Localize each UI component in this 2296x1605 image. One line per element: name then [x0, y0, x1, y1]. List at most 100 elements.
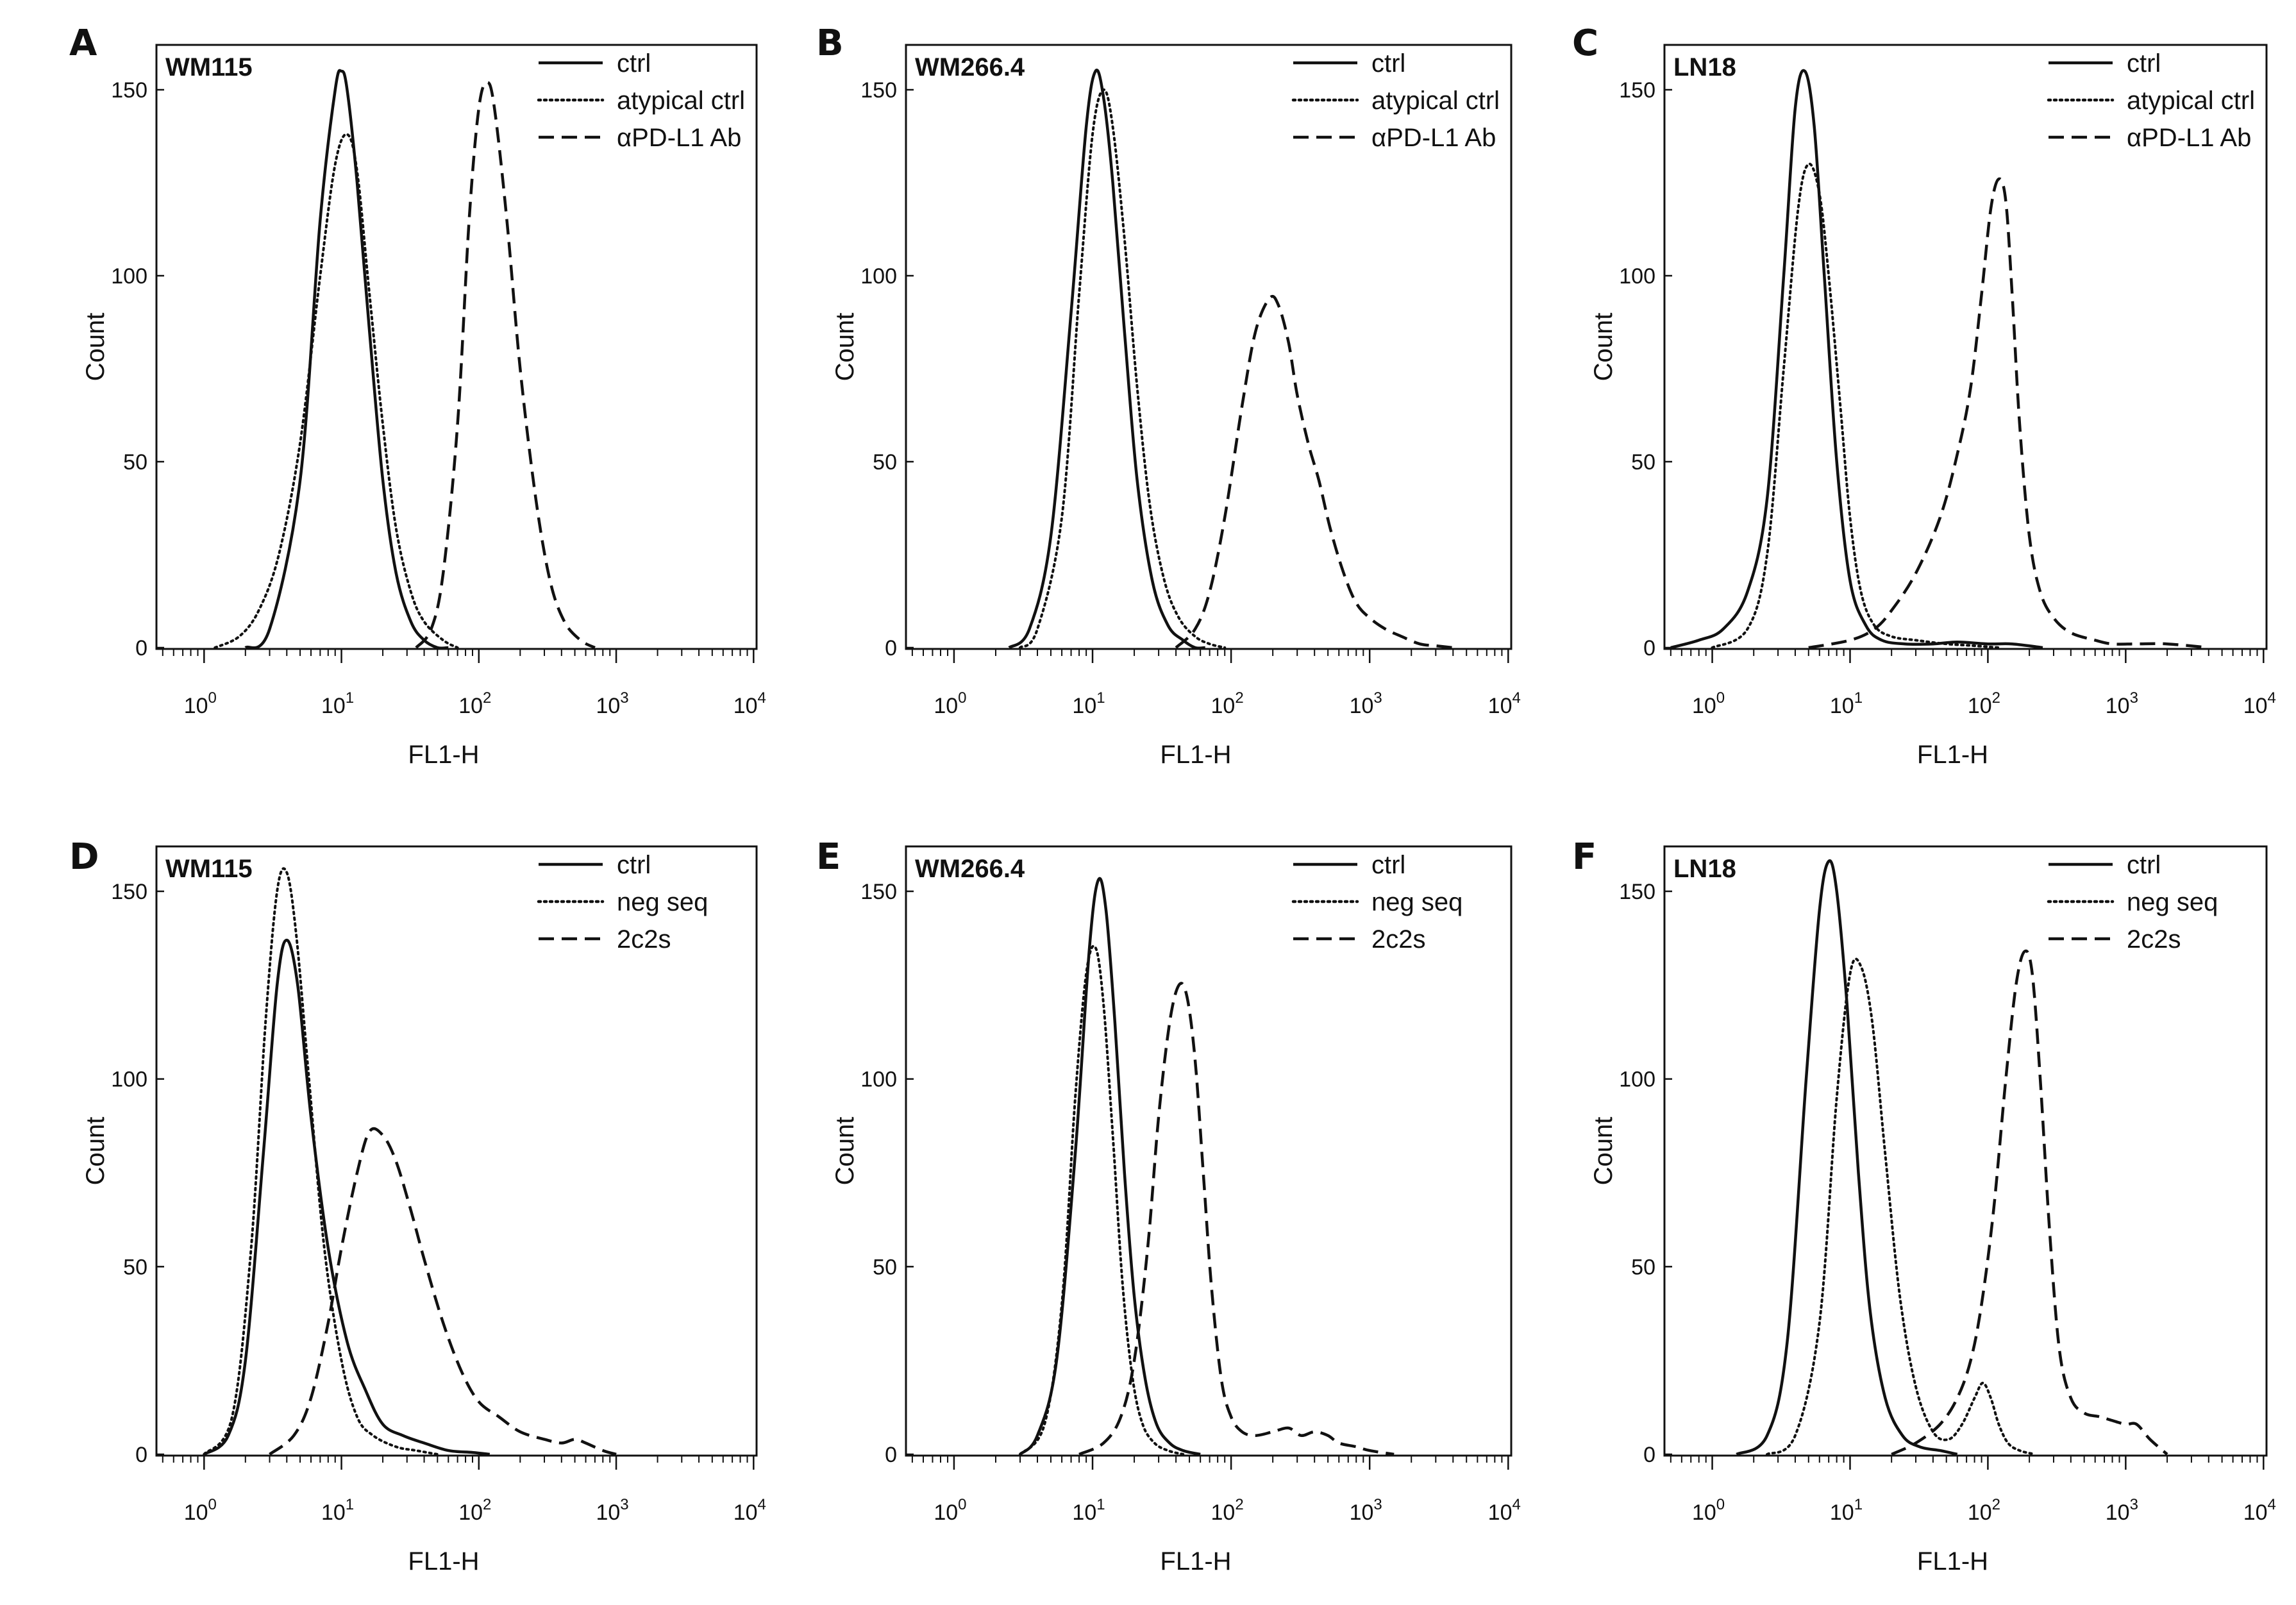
x-tick-label: 103 — [596, 1496, 628, 1525]
y-tick-label: 100 — [1619, 264, 1655, 289]
y-tick-label: 50 — [1631, 450, 1655, 475]
panel-f: F LN18 0 50 100 150 100 101 102 103 104 FL1-H Count c… — [1572, 836, 2276, 1576]
y-axis-label: Count — [831, 1117, 859, 1186]
series-line-2c2s — [1891, 949, 2168, 1456]
y-axis-label: Count — [1589, 313, 1618, 382]
legend-label: ctrl — [2127, 49, 2161, 78]
x-tick-label: 103 — [2106, 689, 2138, 718]
x-axis-label: FL1-H — [1160, 1547, 1231, 1576]
series-line--pd-l1-ab — [415, 81, 596, 650]
series-line-ctrl — [1019, 877, 1201, 1456]
x-tick-label: 104 — [733, 689, 766, 718]
legend-label: atypical ctrl — [2127, 87, 2255, 115]
series-line-ctrl — [1008, 69, 1205, 650]
x-tick-label: 102 — [458, 1496, 491, 1525]
x-tick-label: 101 — [1072, 1496, 1105, 1525]
y-axis-label: Count — [831, 313, 859, 382]
x-tick-label: 101 — [1830, 1496, 1863, 1525]
plot-frame — [905, 44, 1513, 650]
y-tick-label: 150 — [1619, 880, 1655, 904]
series-line-neg-seq — [1766, 957, 2036, 1456]
plot-frame — [155, 845, 758, 1457]
x-tick-label: 100 — [184, 1496, 217, 1525]
y-tick-label: 0 — [885, 636, 897, 660]
x-axis-label: FL1-H — [408, 1547, 479, 1576]
cell-line-label: LN18 — [1673, 855, 1736, 883]
panel-letter: E — [816, 836, 841, 878]
y-tick-label: 150 — [860, 78, 897, 103]
y-tick-label: 0 — [1643, 1443, 1655, 1467]
y-tick-label: 150 — [860, 880, 897, 904]
x-tick-label: 100 — [1692, 1496, 1725, 1525]
legend-label: ctrl — [1371, 851, 1405, 879]
x-tick-label: 100 — [1692, 689, 1725, 718]
x-tick-label: 100 — [184, 689, 217, 718]
series-line-ctrl — [244, 69, 449, 650]
y-tick-label: 100 — [111, 1068, 147, 1092]
legend-label: neg seq — [2127, 888, 2218, 916]
x-tick-label: 104 — [733, 1496, 766, 1525]
legend-label: αPD-L1 Ab — [617, 124, 741, 152]
cell-line-label: WM266.4 — [915, 53, 1025, 81]
plot-frame — [905, 845, 1513, 1457]
y-tick-label: 150 — [111, 78, 147, 103]
cell-line-label: LN18 — [1673, 53, 1736, 81]
panel-letter: C — [1572, 22, 1598, 64]
panel-d: D WM115 0 50 100 150 100 101 102 103 104 FL1-H Count… — [69, 836, 766, 1576]
series-line-ctrl — [203, 938, 490, 1456]
legend-label: αPD-L1 Ab — [2127, 124, 2251, 152]
y-tick-label: 50 — [1631, 1255, 1655, 1279]
x-tick-label: 100 — [934, 1496, 966, 1525]
x-tick-label: 104 — [2243, 689, 2276, 718]
y-tick-label: 0 — [135, 636, 147, 660]
series-line-ctrl — [1736, 859, 1958, 1456]
series-line-neg-seq — [1019, 945, 1185, 1456]
x-tick-label: 102 — [1211, 689, 1244, 718]
x-axis-label: FL1-H — [1917, 1547, 1988, 1576]
x-tick-label: 104 — [1488, 689, 1521, 718]
x-tick-label: 101 — [321, 1496, 354, 1525]
y-tick-label: 0 — [1643, 636, 1655, 660]
x-tick-label: 101 — [321, 689, 354, 718]
legend-label: ctrl — [1371, 49, 1405, 78]
x-tick-label: 102 — [1968, 689, 2000, 718]
panel-letter: F — [1572, 836, 1596, 878]
y-tick-label: 0 — [885, 1443, 897, 1467]
y-tick-label: 50 — [123, 1255, 147, 1279]
legend-label: ctrl — [617, 851, 651, 879]
cell-line-label: WM115 — [165, 855, 253, 883]
legend-label: atypical ctrl — [617, 87, 745, 115]
legend-label: neg seq — [617, 888, 708, 916]
y-tick-label: 50 — [873, 1255, 897, 1279]
panel-a: A WM115 0 50 100 150 100 101 102 103 104 FL1-H Count… — [69, 22, 766, 769]
legend-label: αPD-L1 Ab — [1371, 124, 1496, 152]
panel-b: B WM266.4 0 50 100 150 100 101 102 103 104 FL1-H Cou… — [816, 22, 1521, 769]
x-tick-label: 103 — [2106, 1496, 2138, 1525]
legend-label: atypical ctrl — [1371, 87, 1500, 115]
y-tick-label: 100 — [860, 264, 897, 289]
x-axis-label: FL1-H — [1160, 741, 1231, 769]
y-tick-label: 100 — [111, 264, 147, 289]
x-tick-label: 100 — [934, 689, 966, 718]
series-line-ctrl — [1670, 69, 2043, 650]
y-tick-label: 0 — [135, 1443, 147, 1467]
plot-frame — [1663, 44, 2268, 650]
panel-e: E WM266.4 0 50 100 150 100 101 102 103 104 FL1-H Cou… — [816, 836, 1521, 1576]
x-tick-label: 104 — [2243, 1496, 2276, 1525]
panel-letter: B — [816, 22, 844, 64]
series-line-atypical-ctrl — [1019, 88, 1227, 649]
series-line-2c2s — [1078, 982, 1395, 1456]
y-tick-label: 100 — [1619, 1068, 1655, 1092]
panel-c: C LN18 0 50 100 150 100 101 102 103 104 FL1-H Count c… — [1572, 22, 2276, 769]
plot-frame — [155, 44, 758, 650]
x-tick-label: 104 — [1488, 1496, 1521, 1525]
y-tick-label: 50 — [873, 450, 897, 475]
panel-letter: A — [69, 22, 97, 64]
legend-label: ctrl — [2127, 851, 2161, 879]
series-line-atypical-ctrl — [1711, 162, 2000, 649]
y-axis-label: Count — [81, 313, 110, 382]
y-tick-label: 150 — [1619, 78, 1655, 103]
legend-label: 2c2s — [1371, 925, 1426, 954]
y-axis-label: Count — [81, 1117, 110, 1186]
